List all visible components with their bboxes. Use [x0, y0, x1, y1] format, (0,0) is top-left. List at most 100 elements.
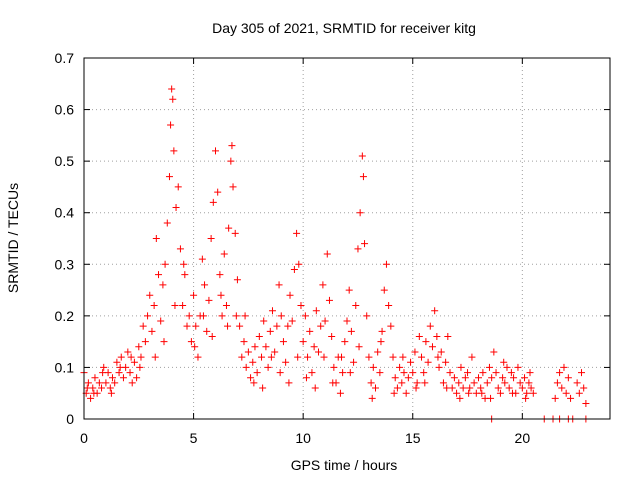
data-point [119, 374, 127, 382]
data-point [299, 338, 307, 346]
data-point [275, 281, 283, 289]
data-point [135, 343, 143, 351]
data-point [551, 394, 559, 402]
data-point [525, 379, 533, 387]
data-points [80, 85, 590, 423]
data-point [380, 286, 388, 294]
data-point [87, 394, 95, 402]
data-point [409, 369, 417, 377]
data-point [323, 250, 331, 258]
data-point [264, 363, 272, 371]
data-point [422, 338, 430, 346]
data-point [113, 358, 121, 366]
data-point [523, 389, 531, 397]
data-point [286, 291, 294, 299]
data-point [413, 379, 421, 387]
y-axis-label: SRMTID / TECUs [5, 183, 21, 293]
data-point [387, 322, 395, 330]
data-point [407, 358, 415, 366]
data-point [266, 327, 274, 335]
data-point [179, 302, 187, 310]
data-point [312, 307, 320, 315]
data-point [443, 384, 451, 392]
data-point [446, 369, 454, 377]
data-point [183, 322, 191, 330]
data-point [505, 384, 513, 392]
data-point [455, 379, 463, 387]
data-point [273, 322, 281, 330]
data-point [338, 353, 346, 361]
data-point [411, 348, 419, 356]
data-point [238, 353, 246, 361]
data-point [508, 389, 516, 397]
data-point [359, 173, 367, 181]
data-point [433, 332, 441, 340]
data-point [562, 389, 570, 397]
data-point [376, 369, 384, 377]
data-point [325, 296, 333, 304]
data-point [163, 219, 171, 227]
data-point [116, 363, 124, 371]
data-point [398, 379, 406, 387]
data-point [311, 384, 319, 392]
data-point [479, 369, 487, 377]
data-point [378, 327, 386, 335]
data-point [477, 384, 485, 392]
y-tick-label: 0.1 [55, 359, 75, 375]
data-point [442, 358, 450, 366]
data-point [276, 369, 284, 377]
data-point [255, 332, 263, 340]
data-point [169, 95, 177, 103]
x-tick-label: 15 [405, 430, 421, 446]
x-tick-label: 10 [295, 430, 311, 446]
data-point [290, 265, 298, 273]
data-point [527, 384, 535, 392]
data-point [402, 389, 410, 397]
data-point [293, 229, 301, 237]
data-point [139, 322, 147, 330]
data-point [404, 374, 412, 382]
data-point [391, 374, 399, 382]
data-point [365, 353, 373, 361]
data-point [161, 260, 169, 268]
data-point [374, 348, 382, 356]
data-point [198, 255, 206, 263]
data-point [336, 389, 344, 397]
data-point [499, 374, 507, 382]
y-tick-label: 0 [66, 411, 74, 427]
data-point [456, 394, 464, 402]
data-point [294, 353, 302, 361]
data-point [420, 369, 428, 377]
data-point [297, 302, 305, 310]
data-point [503, 363, 511, 371]
data-point [317, 322, 325, 330]
data-point [518, 384, 526, 392]
data-point [466, 384, 474, 392]
data-point [529, 389, 537, 397]
data-point [494, 384, 502, 392]
data-point [152, 235, 160, 242]
data-point [171, 302, 179, 310]
y-tick-label: 0.5 [55, 153, 75, 169]
data-point [259, 384, 267, 392]
data-point [220, 250, 228, 258]
data-point [205, 296, 213, 304]
data-point [83, 384, 91, 392]
data-point [228, 142, 236, 150]
data-point [108, 374, 116, 382]
data-point [218, 312, 226, 320]
data-point [136, 363, 144, 371]
data-point [268, 307, 276, 315]
data-point [247, 374, 255, 382]
data-point [390, 389, 398, 397]
data-point [439, 379, 447, 387]
data-point [212, 147, 219, 155]
data-point [329, 379, 337, 387]
data-point [285, 379, 293, 387]
data-point [522, 394, 530, 402]
data-point [242, 363, 250, 371]
data-point [363, 312, 371, 320]
data-point [580, 384, 588, 392]
data-point [150, 302, 158, 310]
data-point [251, 343, 259, 351]
